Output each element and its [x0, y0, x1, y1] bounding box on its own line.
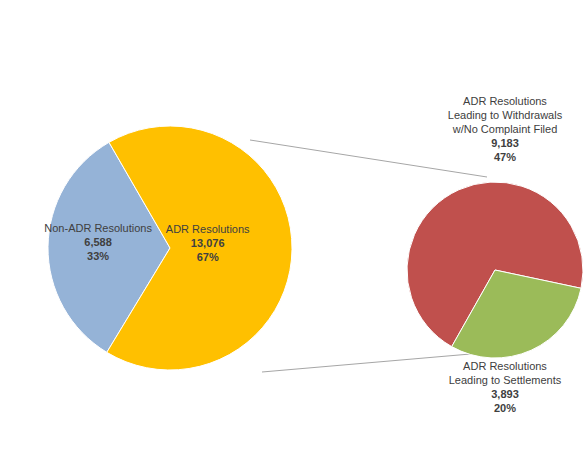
svg-text:ADR ResolutionsLeading to Sett: ADR ResolutionsLeading to Settlements3,8… [449, 360, 562, 414]
svg-text:ADR ResolutionsLeading to With: ADR ResolutionsLeading to Withdrawalsw/N… [448, 95, 563, 163]
svg-text:Non-ADR Resolutions6,58833%: Non-ADR Resolutions6,58833% [44, 222, 152, 262]
svg-text:ADR Resolutions13,07667%: ADR Resolutions13,07667% [166, 223, 250, 263]
